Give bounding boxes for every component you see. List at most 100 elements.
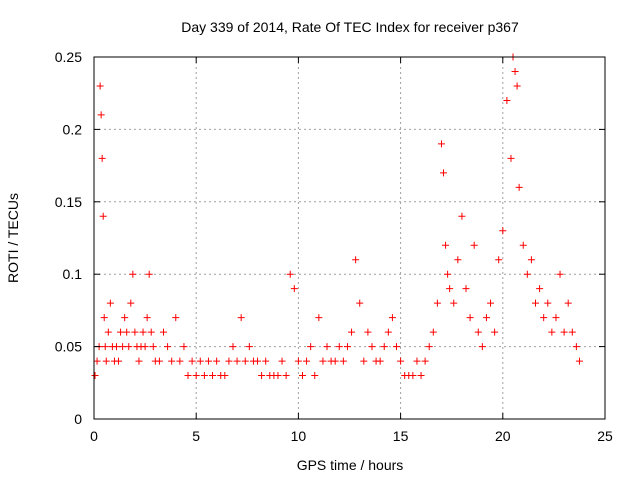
data-point	[225, 357, 233, 365]
data-point	[245, 343, 253, 351]
data-points	[91, 53, 583, 380]
data-point	[360, 357, 368, 365]
data-point	[282, 372, 290, 380]
data-point	[143, 314, 151, 322]
data-point	[425, 343, 433, 351]
data-point	[478, 343, 486, 351]
data-point	[495, 256, 503, 264]
data-point	[388, 314, 396, 322]
data-point	[303, 357, 311, 365]
data-point	[262, 357, 270, 365]
data-point	[380, 343, 388, 351]
x-tick-label: 0	[90, 428, 98, 444]
data-point	[123, 328, 131, 336]
data-point	[513, 82, 521, 90]
data-point	[442, 241, 450, 249]
data-point	[572, 343, 580, 351]
data-point	[278, 357, 286, 365]
data-point	[384, 328, 392, 336]
data-point	[568, 328, 576, 336]
data-point	[97, 111, 105, 119]
data-point	[104, 328, 112, 336]
data-point	[564, 299, 572, 307]
data-point	[450, 299, 458, 307]
x-tick-label: 25	[597, 428, 613, 444]
data-point	[241, 357, 249, 365]
data-point	[102, 357, 110, 365]
data-point	[470, 241, 478, 249]
data-point	[159, 328, 167, 336]
grid	[94, 57, 605, 419]
data-point	[311, 372, 319, 380]
data-point	[519, 241, 527, 249]
data-point	[298, 372, 306, 380]
chart-title: Day 339 of 2014, Rate Of TEC Index for r…	[181, 19, 519, 35]
data-point	[540, 314, 548, 322]
data-point	[98, 154, 106, 162]
data-point	[294, 357, 302, 365]
data-point	[319, 357, 327, 365]
x-axis-label: GPS time / hours	[297, 457, 404, 473]
axis-ticks	[93, 56, 606, 420]
data-point	[560, 328, 568, 336]
data-point	[254, 357, 262, 365]
data-point	[556, 270, 564, 278]
data-point	[315, 314, 323, 322]
data-point	[458, 212, 466, 220]
data-point	[397, 357, 405, 365]
data-point	[429, 328, 437, 336]
data-point	[323, 343, 331, 351]
data-point	[393, 343, 401, 351]
data-point	[466, 314, 474, 322]
data-point	[487, 299, 495, 307]
data-point	[180, 343, 188, 351]
data-point	[527, 256, 535, 264]
data-point	[339, 357, 347, 365]
data-point	[258, 372, 266, 380]
plot-frame	[93, 56, 606, 420]
y-tick-label: 0	[74, 411, 82, 427]
data-point	[135, 357, 143, 365]
data-point	[91, 372, 99, 380]
data-point	[437, 140, 445, 148]
data-point	[121, 314, 129, 322]
data-point	[192, 372, 200, 380]
data-point	[141, 343, 149, 351]
data-point	[446, 285, 454, 293]
data-point	[237, 314, 245, 322]
data-point	[101, 343, 109, 351]
data-point	[145, 270, 153, 278]
data-point	[131, 328, 139, 336]
data-point	[274, 372, 282, 380]
data-point	[532, 299, 540, 307]
x-tick-labels: 0 5 10 15 20 25	[90, 428, 613, 444]
data-point	[444, 270, 452, 278]
data-point	[213, 357, 221, 365]
data-point	[511, 67, 519, 75]
data-point	[421, 357, 429, 365]
y-tick-label: 0.05	[55, 339, 82, 355]
data-point	[440, 169, 448, 177]
data-point	[155, 357, 163, 365]
y-tick-label: 0.25	[55, 49, 82, 65]
data-point	[331, 357, 339, 365]
data-point	[168, 357, 176, 365]
data-point	[286, 270, 294, 278]
data-point	[433, 299, 441, 307]
data-point	[99, 212, 107, 220]
data-point	[149, 343, 157, 351]
y-tick-label: 0.1	[63, 266, 83, 282]
data-point	[164, 343, 172, 351]
data-point	[125, 343, 133, 351]
data-point	[184, 372, 192, 380]
data-point	[112, 343, 120, 351]
data-point	[172, 314, 180, 322]
data-point	[229, 343, 237, 351]
data-point	[100, 314, 108, 322]
y-tick-label: 0.2	[63, 121, 83, 137]
data-point	[335, 343, 343, 351]
data-point	[200, 372, 208, 380]
data-point	[491, 328, 499, 336]
data-point	[204, 357, 212, 365]
